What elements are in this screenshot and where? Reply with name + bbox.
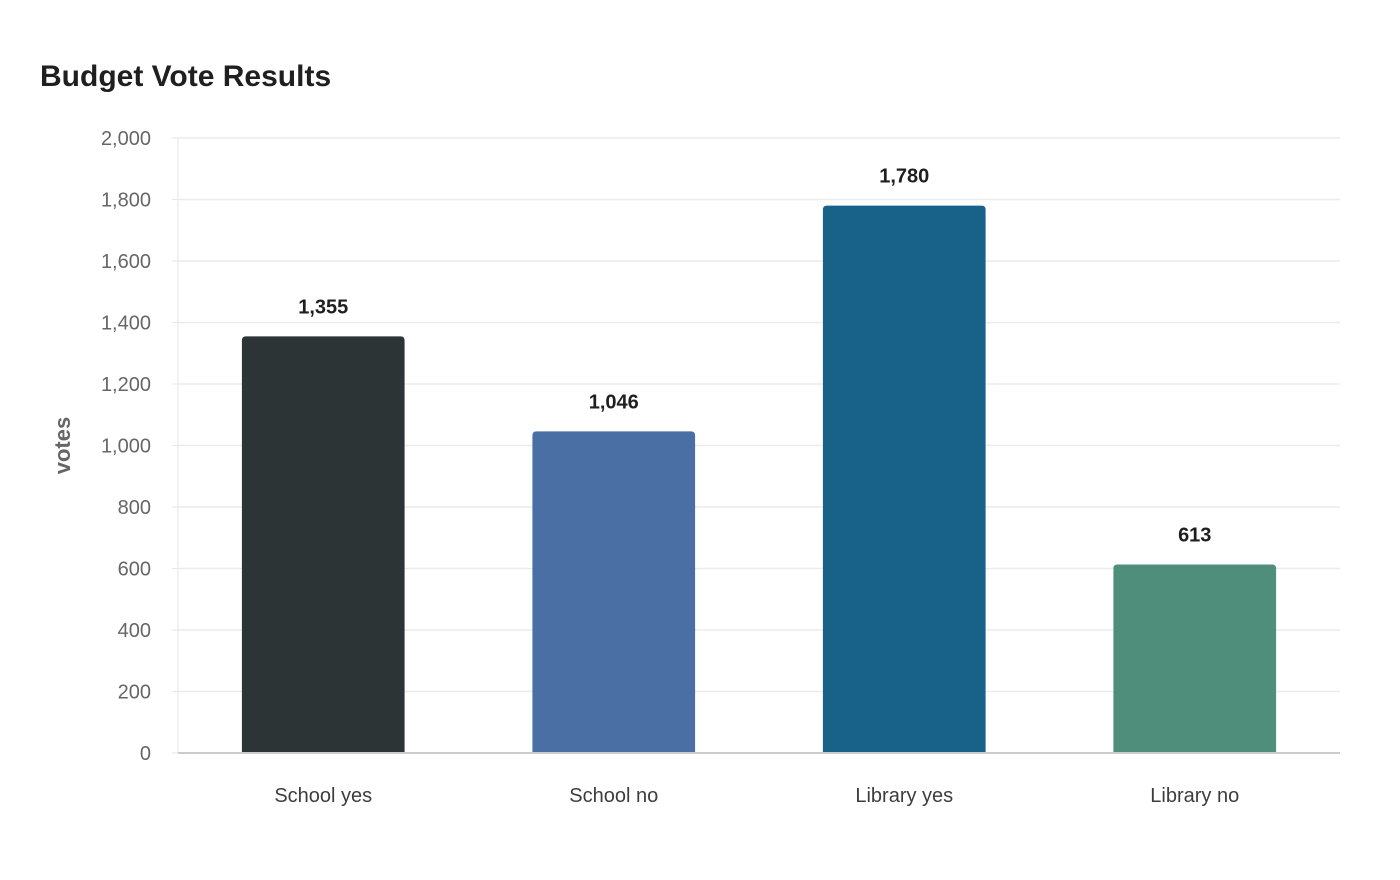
chart-title: Budget Vote Results <box>40 60 332 93</box>
x-tick-label: School no <box>569 785 658 807</box>
y-tick-label: 400 <box>118 620 151 642</box>
y-tick-label: 1,000 <box>101 436 151 458</box>
bar-value-label: 1,780 <box>879 166 929 188</box>
y-tick-label: 800 <box>118 497 151 519</box>
y-tick-label: 1,600 <box>101 251 151 273</box>
x-axis-ticks: School yes School no Library yes Library no <box>274 785 1239 807</box>
bar-value-label: 1,355 <box>298 296 348 318</box>
bar-value-label: 1,046 <box>589 391 639 413</box>
bar-school-yes <box>241 336 405 753</box>
y-tick-label: 1,200 <box>101 374 151 396</box>
y-tick-label: 1,400 <box>101 313 151 335</box>
y-tick-label: 0 <box>140 743 151 765</box>
y-tick-label: 200 <box>118 682 151 704</box>
x-tick-label: School yes <box>274 785 372 807</box>
bar-value-label: 613 <box>1178 525 1211 547</box>
y-axis-title: votes <box>50 417 75 474</box>
y-tick-label: 1,800 <box>101 190 151 212</box>
x-tick-label: Library no <box>1150 785 1239 807</box>
y-tick-label: 2,000 <box>101 128 151 150</box>
x-tick-label: Library yes <box>855 785 953 807</box>
y-axis-ticks: 0 200 400 600 800 1,000 1,200 1,400 1,600 1,800 2,… <box>101 128 178 765</box>
bar-school-no <box>532 431 696 753</box>
bars <box>241 205 1277 753</box>
value-labels: 1,355 1,046 1,780 613 <box>298 166 1211 547</box>
bar-library-yes <box>822 205 986 753</box>
y-tick-label: 600 <box>118 559 151 581</box>
bar-library-no <box>1113 564 1277 753</box>
